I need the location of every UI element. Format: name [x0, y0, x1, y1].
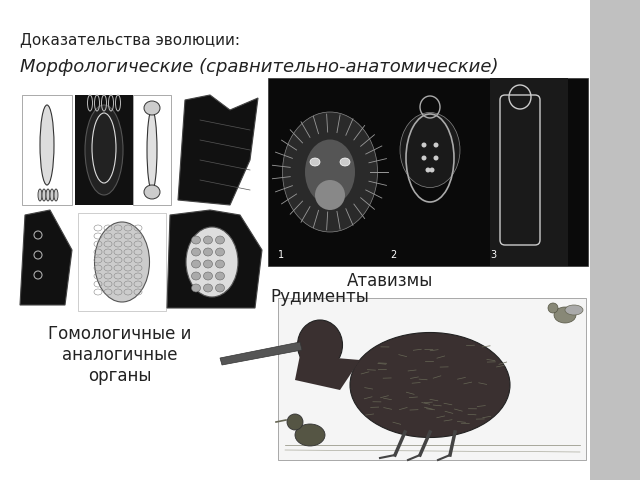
Ellipse shape — [282, 112, 378, 232]
Ellipse shape — [433, 143, 438, 147]
Ellipse shape — [216, 248, 225, 256]
Polygon shape — [20, 210, 72, 305]
Ellipse shape — [400, 112, 460, 188]
Text: 1: 1 — [278, 250, 284, 260]
Ellipse shape — [38, 189, 42, 201]
Ellipse shape — [315, 180, 345, 210]
Ellipse shape — [433, 156, 438, 160]
Ellipse shape — [350, 333, 510, 437]
Polygon shape — [167, 210, 262, 308]
Ellipse shape — [216, 260, 225, 268]
Bar — [133, 95, 171, 205]
Ellipse shape — [144, 101, 160, 115]
Ellipse shape — [204, 248, 212, 256]
Ellipse shape — [95, 222, 150, 302]
Ellipse shape — [548, 303, 558, 313]
Ellipse shape — [216, 272, 225, 280]
Ellipse shape — [204, 272, 212, 280]
Ellipse shape — [554, 307, 576, 323]
Ellipse shape — [287, 414, 303, 430]
Ellipse shape — [147, 110, 157, 190]
Polygon shape — [220, 342, 302, 365]
Ellipse shape — [85, 105, 123, 195]
Ellipse shape — [204, 284, 212, 292]
Ellipse shape — [422, 143, 426, 147]
Ellipse shape — [191, 284, 200, 292]
Ellipse shape — [46, 189, 50, 201]
Ellipse shape — [191, 236, 200, 244]
Ellipse shape — [216, 236, 225, 244]
Text: Доказательства эволюции:: Доказательства эволюции: — [20, 32, 240, 47]
Ellipse shape — [144, 185, 160, 199]
Ellipse shape — [204, 260, 212, 268]
Text: Морфологические (сравнительно-анатомические): Морфологические (сравнительно-анатомичес… — [20, 58, 499, 76]
Bar — [490, 78, 568, 266]
Polygon shape — [178, 95, 258, 205]
Ellipse shape — [42, 189, 46, 201]
Ellipse shape — [40, 105, 54, 185]
Ellipse shape — [191, 272, 200, 280]
Ellipse shape — [54, 189, 58, 201]
Text: 2: 2 — [390, 250, 396, 260]
Ellipse shape — [310, 158, 320, 166]
Ellipse shape — [340, 158, 350, 166]
Text: Гомологичные и
аналогичные
органы: Гомологичные и аналогичные органы — [48, 325, 192, 384]
Text: Атавизмы: Атавизмы — [347, 272, 433, 290]
Ellipse shape — [191, 248, 200, 256]
Ellipse shape — [191, 260, 200, 268]
Ellipse shape — [295, 424, 325, 446]
Bar — [268, 78, 588, 266]
Ellipse shape — [216, 284, 225, 292]
Bar — [22, 95, 72, 205]
Polygon shape — [295, 355, 360, 390]
Ellipse shape — [204, 236, 212, 244]
Text: 3: 3 — [490, 250, 496, 260]
Ellipse shape — [298, 320, 342, 370]
Ellipse shape — [50, 189, 54, 201]
Bar — [278, 298, 586, 460]
Ellipse shape — [186, 227, 238, 297]
Bar — [590, 0, 640, 480]
Ellipse shape — [429, 168, 435, 172]
Ellipse shape — [426, 168, 431, 172]
Bar — [78, 213, 166, 311]
Text: Рудименты: Рудименты — [271, 288, 369, 306]
Ellipse shape — [305, 140, 355, 204]
Ellipse shape — [565, 305, 583, 315]
Ellipse shape — [422, 156, 426, 160]
Bar — [75, 95, 133, 205]
